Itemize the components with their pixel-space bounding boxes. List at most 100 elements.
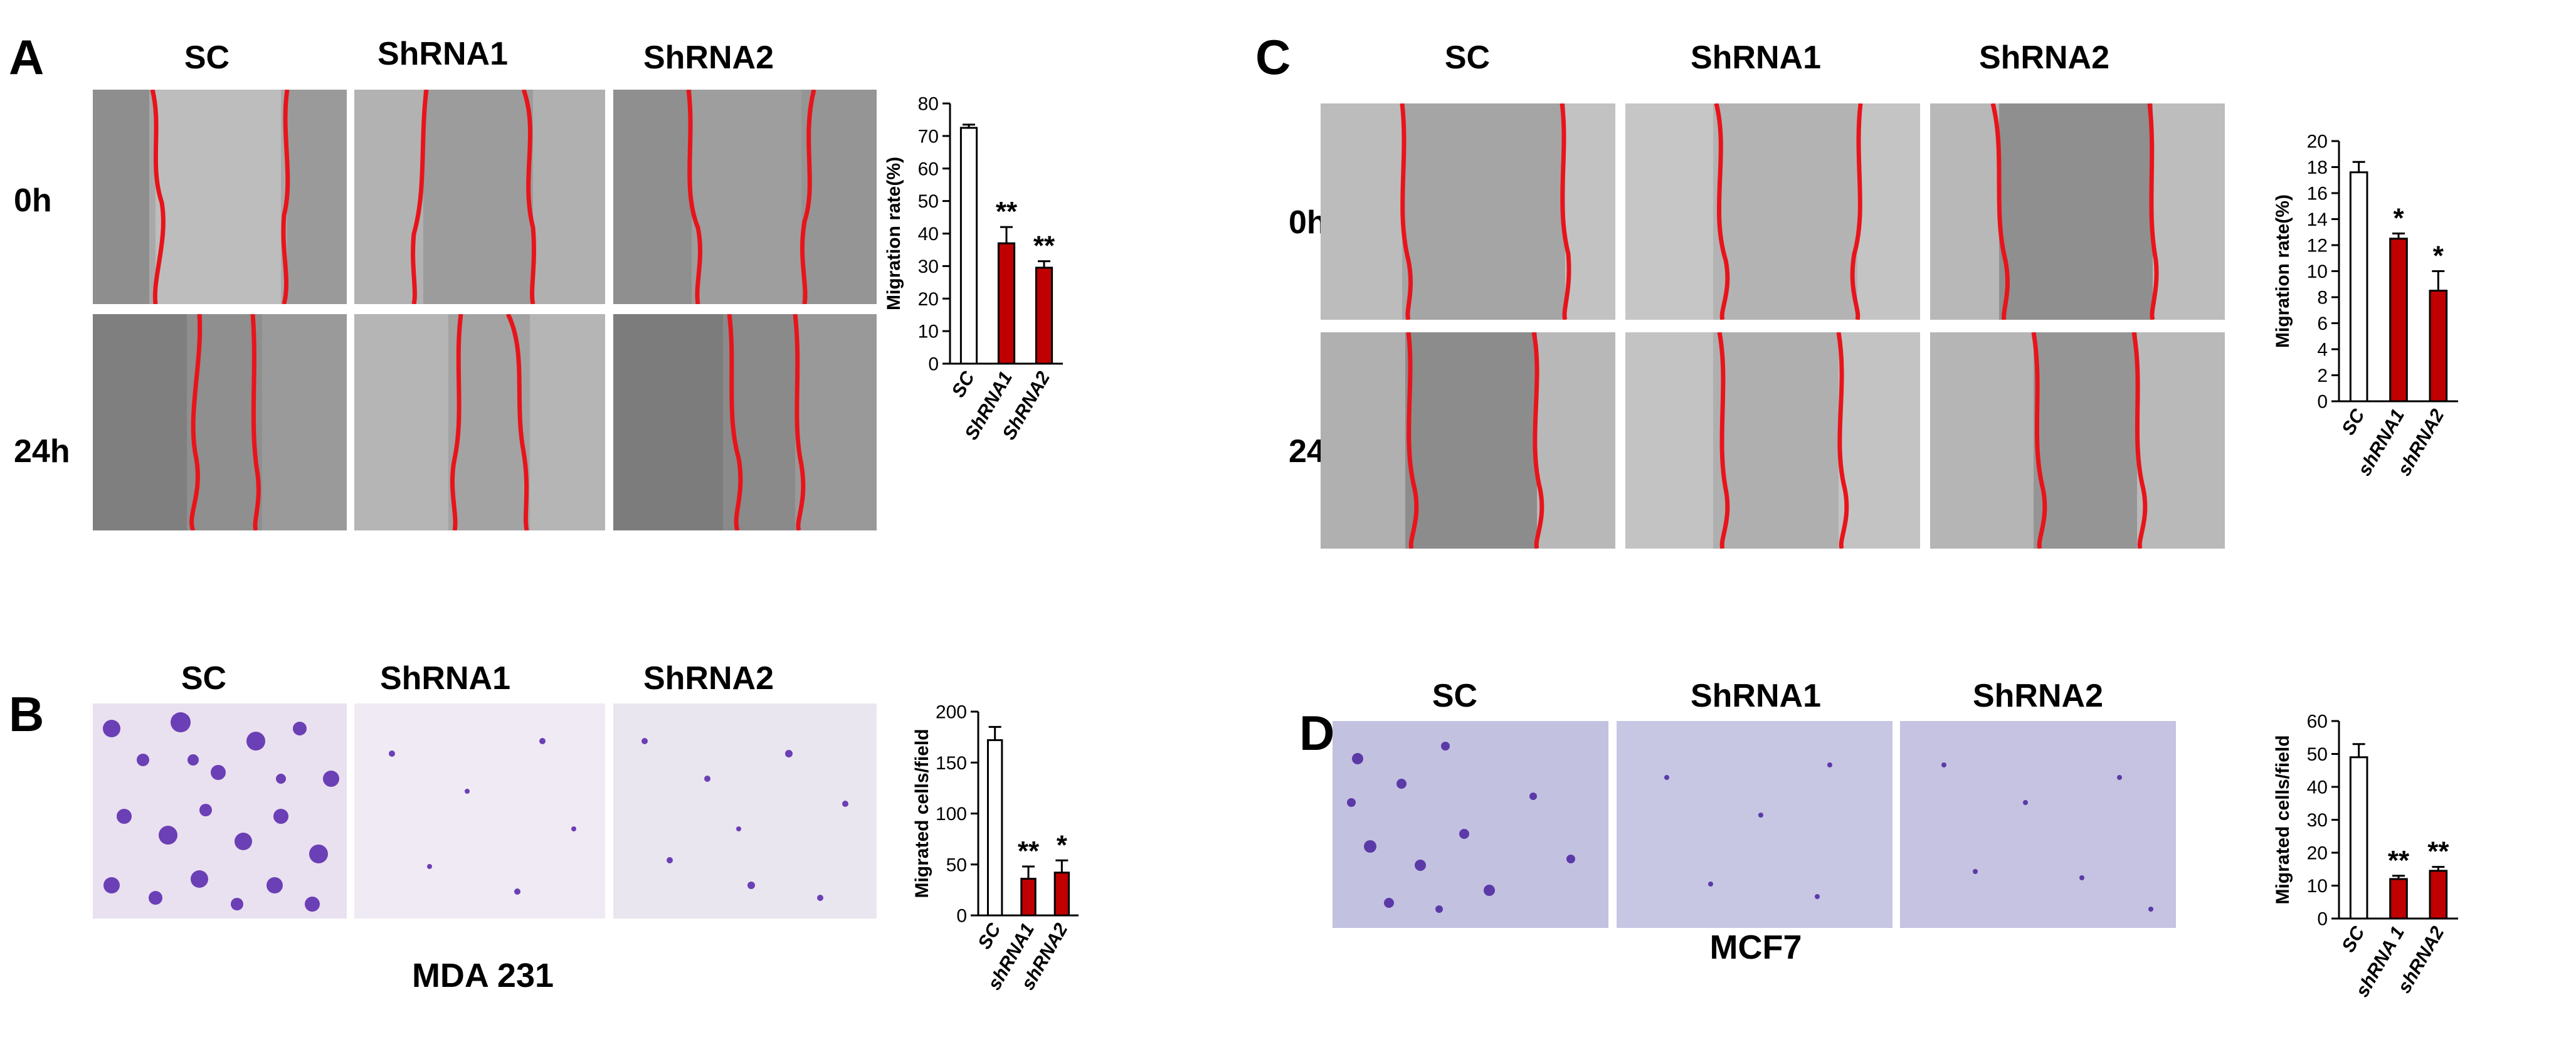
y-tick-label: 2	[2317, 366, 2328, 386]
micrograph-d-shrna1	[1617, 721, 1892, 928]
col-label-sc-d: SC	[1432, 678, 1478, 714]
y-tick-label: 0	[956, 906, 967, 927]
y-tick-label: 20	[2307, 843, 2328, 864]
y-axis-label: Migrated cells/field	[2272, 735, 2293, 904]
y-tick-label: 30	[918, 256, 939, 277]
chart-a: 0 10 20 30 40 50 60 70 80 Migration rate(%) SC ** Sh…	[875, 88, 1075, 443]
micrograph-d-sc	[1333, 721, 1608, 928]
x-tick-label: SC	[2338, 405, 2369, 439]
y-tick-label: 8	[2317, 288, 2328, 308]
micrograph-c-sc-0h	[1321, 103, 1615, 320]
significance-label: *	[2393, 203, 2404, 233]
y-tick-label: 60	[918, 159, 939, 179]
micrograph-c-shrna2-0h	[1930, 103, 2225, 320]
col-label-shrna2-c: ShRNA2	[1978, 40, 2110, 76]
x-tick-label: SC	[2338, 922, 2369, 956]
micrograph-a-shrna2-0h	[613, 90, 877, 304]
significance-label: **	[1033, 231, 1055, 261]
cell-line-label-d: MCF7	[1709, 929, 1802, 966]
y-tick-label: 60	[2307, 712, 2328, 732]
significance-label: **	[1018, 836, 1040, 866]
bar-shrna2	[2429, 290, 2448, 403]
micrograph-b-shrna2	[613, 703, 877, 919]
y-tick-label: 0	[928, 354, 939, 375]
bar-shrna1	[2389, 238, 2408, 403]
y-tick-label: 200	[936, 702, 967, 723]
y-tick-label: 20	[918, 289, 939, 310]
col-label-shrna2-d: ShRNA2	[1972, 678, 2104, 714]
panel-letter-c: C	[1255, 29, 1291, 85]
y-tick-label: 30	[2307, 810, 2328, 831]
micrograph-a-sc-0h	[93, 90, 347, 304]
y-tick-label: 40	[918, 224, 939, 245]
panel-letter-d: D	[1299, 705, 1335, 761]
micrograph-a-shrna2-24h	[613, 314, 877, 530]
y-tick-label: 20	[2307, 132, 2328, 152]
cell-line-label-b: MDA 231	[411, 957, 554, 994]
col-label-shrna1: ShRNA1	[377, 36, 509, 72]
y-tick-label: 50	[2307, 744, 2328, 765]
significance-label: *	[1057, 830, 1068, 860]
micrograph-c-sc-24h	[1321, 332, 1615, 549]
y-axis-label: Migration rate(%)	[2272, 194, 2293, 348]
bar-sc	[2349, 171, 2368, 403]
micrograph-a-shrna1-24h	[354, 314, 605, 530]
bar-sc	[959, 127, 978, 365]
bar-shrna2	[1035, 266, 1053, 365]
significance-label: **	[2427, 836, 2449, 867]
y-tick-label: 10	[2307, 261, 2328, 282]
bar-shrna1	[997, 242, 1016, 365]
y-tick-label: 14	[2307, 209, 2328, 230]
bar-shrna2	[2429, 870, 2448, 920]
chart-c: 0 2 4 6 8 10 12 14 16 18 20 Migration rate(%) SC * shR…	[2264, 125, 2471, 480]
micrograph-b-shrna1	[354, 703, 605, 919]
significance-label: *	[2433, 241, 2444, 271]
y-tick-label: 80	[918, 94, 939, 115]
col-label-shrna1-c: ShRNA1	[1690, 40, 1822, 76]
x-tick-label: SC	[948, 367, 979, 401]
y-tick-label: 10	[2307, 876, 2328, 897]
col-label-sc: SC	[184, 40, 230, 76]
row-label-0h: 0h	[14, 182, 52, 219]
col-label-sc-b: SC	[181, 660, 227, 697]
y-tick-label: 6	[2317, 313, 2328, 334]
y-tick-label: 100	[936, 804, 967, 824]
x-tick-label: SC	[974, 919, 1005, 953]
micrograph-c-shrna1-24h	[1625, 332, 1920, 549]
panel-letter-b: B	[9, 687, 45, 742]
row-label-0h-c: 0h	[1289, 204, 1327, 241]
chart-b: 0 50 100 150 200 Migrated cells/field SC ** shRN…	[903, 696, 1091, 994]
y-tick-label: 150	[936, 753, 967, 774]
y-tick-label: 18	[2307, 157, 2328, 178]
y-tick-label: 0	[2317, 392, 2328, 413]
significance-label: **	[996, 196, 1018, 227]
col-label-sc-c: SC	[1444, 40, 1491, 76]
micrograph-c-shrna2-24h	[1930, 332, 2225, 549]
col-label-shrna2: ShRNA2	[643, 40, 774, 76]
micrograph-a-sc-24h	[93, 314, 347, 530]
significance-label: **	[2388, 845, 2410, 876]
col-label-shrna1-b: ShRNA1	[379, 660, 511, 697]
col-label-shrna2-b: ShRNA2	[643, 660, 774, 697]
micrograph-b-sc	[93, 703, 347, 919]
bar-shrna-1	[2389, 878, 2408, 920]
micrograph-d-shrna2	[1900, 721, 2176, 928]
col-label-shrna1-d: ShRNA1	[1690, 678, 1822, 714]
chart-d: 0 10 20 30 40 50 60 Migrated cells/field SC ** shR…	[2264, 705, 2471, 1001]
y-axis-label: Migrated cells/field	[912, 729, 932, 898]
y-axis-label: Migration rate(%)	[884, 157, 904, 310]
micrograph-a-shrna1-0h	[354, 90, 605, 304]
bar-shrna1	[1020, 878, 1037, 917]
y-tick-label: 50	[918, 191, 939, 212]
y-tick-label: 4	[2317, 340, 2328, 361]
panel-letter-a: A	[9, 29, 45, 85]
y-tick-label: 16	[2307, 184, 2328, 204]
y-tick-label: 40	[2307, 777, 2328, 798]
bar-sc	[986, 739, 1003, 917]
y-tick-label: 0	[2317, 909, 2328, 930]
y-tick-label: 12	[2307, 236, 2328, 256]
row-label-24h: 24h	[14, 433, 70, 470]
y-tick-label: 50	[946, 855, 967, 875]
